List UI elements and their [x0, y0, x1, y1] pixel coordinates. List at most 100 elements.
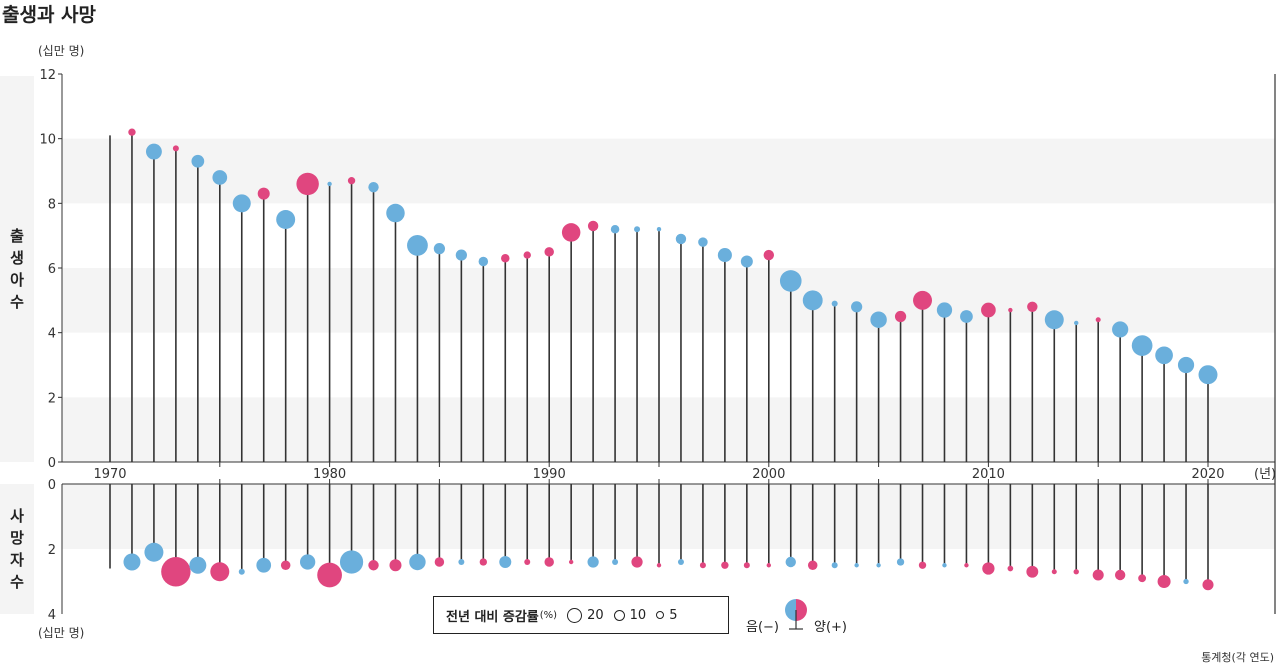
death-point — [144, 542, 164, 562]
legend-title: 전년 대비 증감률 — [446, 609, 539, 625]
x-tick-label: 1980 — [313, 467, 346, 482]
birth-point — [894, 310, 907, 323]
birth-point — [1198, 365, 1218, 385]
death-point — [1183, 578, 1189, 585]
death-point — [299, 554, 316, 570]
death-point — [677, 559, 684, 565]
y-tick-label: 10 — [39, 133, 56, 148]
death-point — [123, 553, 141, 571]
death-point — [1051, 569, 1057, 575]
y-tick-label: 4 — [48, 327, 56, 342]
birth-point — [698, 237, 708, 247]
death-point — [942, 563, 947, 568]
birth-point — [478, 256, 489, 267]
birth-point — [276, 210, 296, 229]
grid-band — [62, 484, 1275, 549]
birth-point — [172, 145, 179, 152]
death-point — [1138, 574, 1147, 583]
legend-unit: (%) — [539, 609, 558, 621]
birth-point — [634, 226, 641, 233]
death-point — [896, 558, 905, 566]
death-point — [161, 557, 191, 587]
death-point — [499, 556, 512, 568]
circle-icon — [567, 607, 583, 623]
death-label-char: 사 — [10, 507, 24, 525]
birth-point — [763, 249, 774, 261]
death-point — [743, 562, 750, 569]
y-tick-label: 6 — [48, 262, 56, 277]
birth-point — [347, 177, 356, 185]
death-point — [587, 556, 599, 568]
birth-point — [145, 143, 162, 160]
circle-icon — [656, 611, 665, 619]
x-tick-label: 2020 — [1191, 467, 1224, 482]
birth-point — [870, 311, 887, 328]
death-point — [1073, 569, 1079, 575]
death-point — [238, 568, 245, 575]
birth-point — [913, 290, 933, 310]
chart-title: 출생과 사망 — [2, 4, 97, 26]
birth-point — [1027, 301, 1038, 312]
death-point — [280, 560, 291, 570]
birth-label-char: 생 — [10, 249, 24, 267]
sign-split-circle-icon — [785, 599, 807, 630]
birth-point — [831, 300, 838, 307]
death-point — [785, 556, 796, 568]
death-point — [831, 562, 838, 569]
birth-unit-label: (십만 명) — [38, 44, 85, 58]
death-point — [656, 563, 662, 568]
birth-point — [587, 220, 599, 232]
birth-point — [960, 310, 973, 323]
death-point — [766, 563, 771, 568]
legend-size-20-label: 20 — [587, 607, 604, 623]
death-unit-label: (십만 명) — [38, 626, 85, 640]
grid-band — [62, 397, 1275, 462]
birth-point — [1112, 321, 1129, 338]
y-tick-label: 4 — [48, 608, 56, 623]
x-tick-label: 1970 — [93, 467, 126, 482]
death-point — [524, 559, 531, 565]
birth-point — [433, 242, 446, 255]
death-point — [256, 557, 272, 573]
legend-size-5-label: 5 — [669, 607, 678, 623]
birth-label-char: 아 — [10, 271, 24, 289]
death-point — [368, 560, 379, 571]
birth-point — [407, 234, 428, 256]
x-tick-label: 2010 — [972, 467, 1005, 482]
birth-point — [656, 227, 662, 232]
birth-point — [386, 203, 405, 223]
birth-point — [675, 233, 687, 245]
birth-point — [544, 247, 554, 257]
birth-point — [936, 302, 953, 318]
birth-label-char: 수 — [10, 293, 24, 311]
death-point — [1026, 565, 1039, 578]
legend-size-10-label: 10 — [629, 607, 647, 623]
birth-axis-label: 출 생 아 수 — [0, 76, 34, 462]
birth-point — [1155, 346, 1173, 365]
birth-point — [1074, 320, 1079, 326]
birth-point — [1044, 310, 1064, 330]
birth-point — [1095, 317, 1101, 323]
death-point — [1092, 569, 1104, 581]
legend-positive-label: 양(+) — [814, 620, 847, 635]
death-label-char: 수 — [10, 573, 24, 591]
birth-point — [1008, 307, 1013, 313]
birth-point — [501, 254, 510, 263]
legend-size-5: 5 — [656, 608, 677, 623]
source-note: 통계청(각 연도) — [1201, 651, 1274, 664]
death-point — [1202, 579, 1214, 591]
birth-point — [851, 301, 863, 313]
circle-icon — [613, 609, 625, 621]
death-point — [479, 558, 487, 566]
birth-point — [523, 251, 531, 259]
death-point — [854, 563, 859, 568]
birth-point — [981, 302, 996, 318]
y-tick-label: 0 — [48, 478, 56, 493]
death-point — [409, 553, 426, 571]
death-point — [807, 560, 818, 570]
death-point — [568, 559, 574, 565]
death-point — [982, 562, 995, 575]
y-tick-label: 0 — [48, 456, 56, 471]
birth-point — [779, 270, 802, 292]
